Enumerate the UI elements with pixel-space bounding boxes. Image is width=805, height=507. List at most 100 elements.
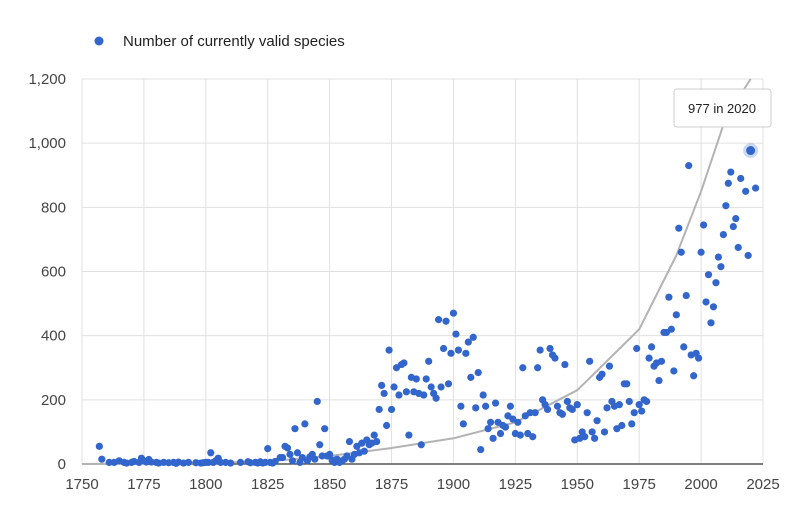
data-point[interactable]: [685, 162, 693, 170]
data-point[interactable]: [655, 376, 663, 385]
data-point[interactable]: [373, 437, 381, 446]
data-point[interactable]: [318, 452, 326, 460]
data-point[interactable]: [278, 453, 287, 462]
data-point[interactable]: [633, 344, 641, 353]
data-point[interactable]: [603, 404, 611, 412]
data-point[interactable]: [207, 449, 215, 457]
data-point[interactable]: [744, 251, 752, 260]
data-point[interactable]: [395, 391, 403, 399]
data-point[interactable]: [311, 455, 319, 463]
data-point[interactable]: [702, 298, 710, 306]
data-point[interactable]: [422, 375, 430, 383]
data-point[interactable]: [313, 397, 321, 406]
data-point[interactable]: [226, 459, 235, 467]
data-point[interactable]: [474, 368, 482, 377]
data-point[interactable]: [454, 346, 463, 354]
data-point[interactable]: [717, 263, 725, 271]
data-point[interactable]: [588, 428, 596, 436]
data-point[interactable]: [709, 303, 718, 311]
data-point[interactable]: [457, 402, 465, 410]
data-point[interactable]: [635, 401, 643, 409]
data-point[interactable]: [412, 375, 420, 383]
data-point[interactable]: [514, 418, 522, 426]
data-point[interactable]: [714, 253, 723, 261]
data-point[interactable]: [484, 425, 492, 433]
data-point[interactable]: [529, 433, 537, 441]
data-point[interactable]: [737, 174, 745, 183]
data-point[interactable]: [680, 343, 688, 351]
data-point[interactable]: [638, 407, 646, 415]
data-point[interactable]: [593, 417, 601, 425]
data-point[interactable]: [742, 187, 750, 195]
data-point[interactable]: [501, 423, 510, 431]
data-point[interactable]: [645, 354, 653, 362]
data-point[interactable]: [439, 344, 448, 353]
data-point[interactable]: [534, 364, 542, 372]
data-point[interactable]: [496, 429, 505, 438]
data-point[interactable]: [425, 357, 433, 365]
data-point[interactable]: [586, 357, 594, 365]
data-point[interactable]: [301, 420, 309, 428]
data-point[interactable]: [477, 445, 485, 454]
data-point[interactable]: [402, 388, 411, 396]
data-point[interactable]: [464, 338, 472, 346]
data-point[interactable]: [400, 359, 408, 367]
data-point[interactable]: [432, 394, 440, 402]
data-point[interactable]: [321, 425, 329, 433]
data-point[interactable]: [543, 405, 552, 414]
data-point[interactable]: [712, 279, 720, 287]
data-point[interactable]: [719, 231, 727, 239]
data-point[interactable]: [472, 404, 480, 412]
data-point[interactable]: [657, 357, 666, 365]
data-point[interactable]: [722, 202, 730, 210]
data-point[interactable]: [261, 458, 269, 466]
data-point[interactable]: [390, 383, 398, 391]
data-point[interactable]: [385, 346, 393, 354]
data-point[interactable]: [380, 389, 388, 398]
data-point[interactable]: [204, 458, 212, 466]
data-point[interactable]: [469, 333, 477, 341]
data-point[interactable]: [95, 442, 103, 450]
data-point[interactable]: [536, 346, 544, 354]
data-point[interactable]: [630, 409, 638, 417]
data-point[interactable]: [751, 184, 760, 192]
data-point[interactable]: [506, 402, 515, 410]
data-point[interactable]: [482, 402, 490, 410]
data-point[interactable]: [447, 349, 455, 357]
data-point[interactable]: [531, 409, 539, 417]
data-point[interactable]: [427, 383, 435, 391]
data-point[interactable]: [647, 343, 656, 351]
data-point[interactable]: [732, 214, 740, 223]
data-point[interactable]: [437, 383, 445, 391]
data-point[interactable]: [378, 381, 386, 389]
data-point[interactable]: [551, 354, 559, 362]
data-point[interactable]: [727, 168, 735, 176]
data-point[interactable]: [625, 397, 633, 406]
data-point[interactable]: [623, 380, 631, 388]
data-point[interactable]: [286, 450, 294, 458]
data-point[interactable]: [695, 354, 703, 362]
data-point[interactable]: [105, 458, 113, 466]
data-point[interactable]: [98, 455, 106, 463]
data-point[interactable]: [568, 405, 576, 414]
data-point[interactable]: [184, 458, 193, 466]
data-point[interactable]: [442, 317, 450, 325]
data-point[interactable]: [387, 405, 396, 414]
data-point[interactable]: [519, 364, 527, 372]
data-point[interactable]: [293, 449, 302, 457]
data-point[interactable]: [288, 457, 297, 465]
data-point[interactable]: [236, 458, 245, 466]
data-point[interactable]: [370, 431, 378, 439]
data-point[interactable]: [682, 291, 690, 300]
data-point[interactable]: [707, 319, 715, 327]
data-point[interactable]: [729, 222, 737, 231]
data-point[interactable]: [491, 399, 500, 407]
data-point[interactable]: [217, 458, 225, 466]
data-point[interactable]: [690, 372, 698, 380]
data-point[interactable]: [434, 316, 443, 324]
data-point[interactable]: [628, 420, 636, 428]
data-point[interactable]: [598, 370, 606, 378]
data-point[interactable]: [291, 425, 299, 433]
legend[interactable]: Number of currently valid species: [94, 33, 345, 50]
data-point[interactable]: [704, 271, 713, 279]
